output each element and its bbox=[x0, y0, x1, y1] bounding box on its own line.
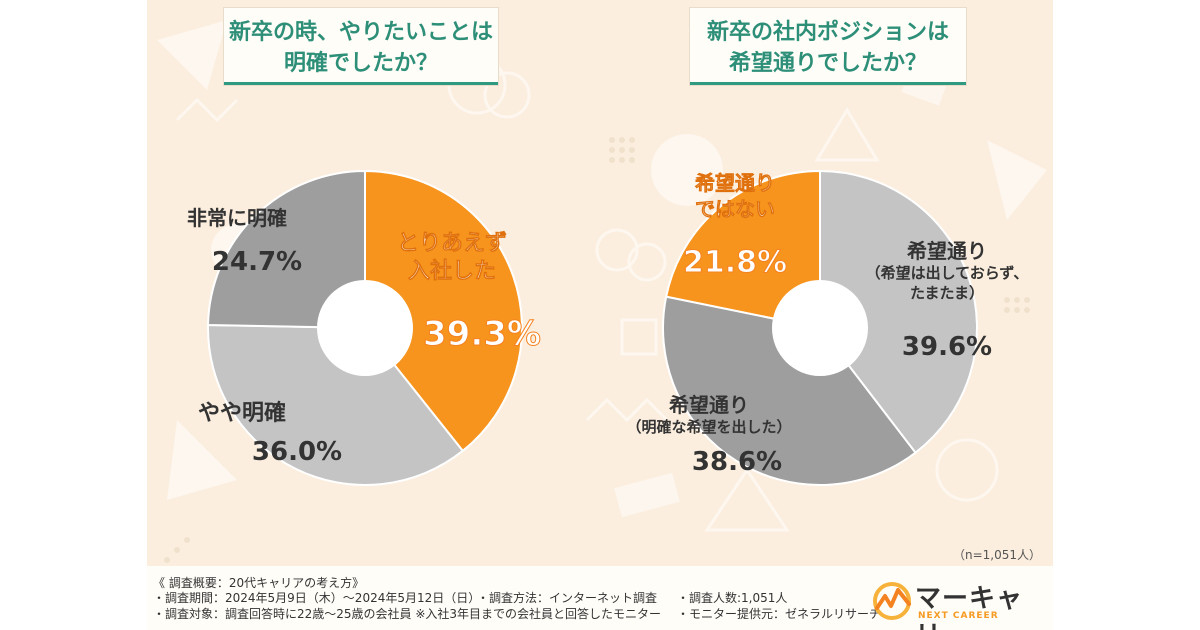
pie-2-slice-2-label: 希望通り bbox=[669, 393, 749, 417]
pie-2-slice-1-value: 39.6% bbox=[902, 332, 992, 362]
pie-1-slice-3 bbox=[207, 169, 366, 330]
pie-chart-2: 希望通り（希望は出しておらず、たまたま）39.6%希望通り（明確な希望を出した）… bbox=[626, 169, 1029, 486]
pie-2-slice-1-label: たまたま） bbox=[910, 284, 984, 302]
logo-subtitle: NEXT CAREER bbox=[918, 611, 999, 621]
survey-footer: 《 調査概要：20代キャリアの考え方》 ・調査期間：2024年5月9日（木）〜2… bbox=[147, 566, 1053, 630]
chart-2-title-line-1: 新卒の社内ポジションは bbox=[706, 20, 949, 45]
sample-size-note: （n=1,051人） bbox=[952, 548, 1041, 562]
logo-mark-icon bbox=[873, 582, 911, 620]
footer-target: ・調査対象：調査回答時に22歳〜25歳の会社員 ※入社3年目までの会社員と回答し… bbox=[153, 607, 662, 621]
logo: マーキャリ NEXT CAREER bbox=[871, 578, 1031, 630]
pie-2-slice-1-label: 希望通り bbox=[907, 239, 987, 263]
pie-1-slice-1-label: とりあえず bbox=[397, 231, 507, 256]
pie-1-slice-3-label: 非常に明確 bbox=[187, 206, 287, 230]
footer-count: ・調査人数:1,051人 bbox=[677, 591, 788, 605]
pie-1-center-hole bbox=[317, 280, 413, 376]
pie-1-slice-1-value: 39.3% bbox=[423, 314, 541, 354]
pie-2-slice-3 bbox=[664, 169, 821, 330]
footer-period: ・調査期間：2024年5月9日（木）〜2024年5月12日（日） bbox=[153, 591, 481, 605]
pie-1-slice-1-label: 入社した bbox=[408, 258, 496, 284]
chart-1-title-box: 新卒の時、やりたいことは 明確でしたか？ bbox=[224, 8, 498, 85]
chart-1-title: 新卒の時、やりたいことは 明確でしたか？ bbox=[224, 17, 498, 79]
footer-method: ・調査方法：インターネット調査 bbox=[477, 591, 658, 605]
pie-2-slice-1 bbox=[819, 169, 978, 455]
pie-1-slice-2-label: やや明確 bbox=[198, 400, 286, 426]
pie-1-slice-1 bbox=[364, 169, 523, 453]
pie-2-slice-3-label: ではない bbox=[695, 197, 775, 221]
pie-2-slice-3-label: 希望通り bbox=[695, 171, 775, 195]
pie-2-center-hole bbox=[772, 280, 868, 376]
pie-1-slice-2 bbox=[207, 324, 465, 486]
logo-name: マーキャリ bbox=[915, 584, 1024, 630]
pie-2-slice-2 bbox=[662, 295, 917, 486]
chart-1-title-line-2: 明確でしたか？ bbox=[283, 51, 438, 76]
footer-heading: 《 調査概要：20代キャリアの考え方》 bbox=[153, 576, 365, 590]
pie-2-slice-2-value: 38.6% bbox=[692, 447, 782, 477]
chart-1-title-line-1: 新卒の時、やりたいことは bbox=[228, 20, 493, 45]
chart-2-title-line-2: 希望通りでしたか？ bbox=[728, 51, 927, 76]
infographic-frame: 新卒の時、やりたいことは 明確でしたか？ 新卒の社内ポジションは 希望通りでした… bbox=[147, 0, 1053, 630]
chart-2-title-box: 新卒の社内ポジションは 希望通りでしたか？ bbox=[690, 8, 966, 85]
chart-2-title: 新卒の社内ポジションは 希望通りでしたか？ bbox=[690, 17, 966, 79]
pie-1-slice-2-value: 36.0% bbox=[252, 437, 342, 467]
pie-1-slice-3-value: 24.7% bbox=[212, 247, 302, 277]
pie-2-slice-3-value: 21.8% bbox=[683, 245, 787, 280]
footer-provider: ・モニター提供元：ゼネラルリサーチ bbox=[677, 607, 882, 621]
pie-2-slice-1-label: （希望は出しておらず、 bbox=[866, 264, 1029, 282]
pie-2-slice-2-label: （明確な希望を出した） bbox=[626, 418, 791, 436]
